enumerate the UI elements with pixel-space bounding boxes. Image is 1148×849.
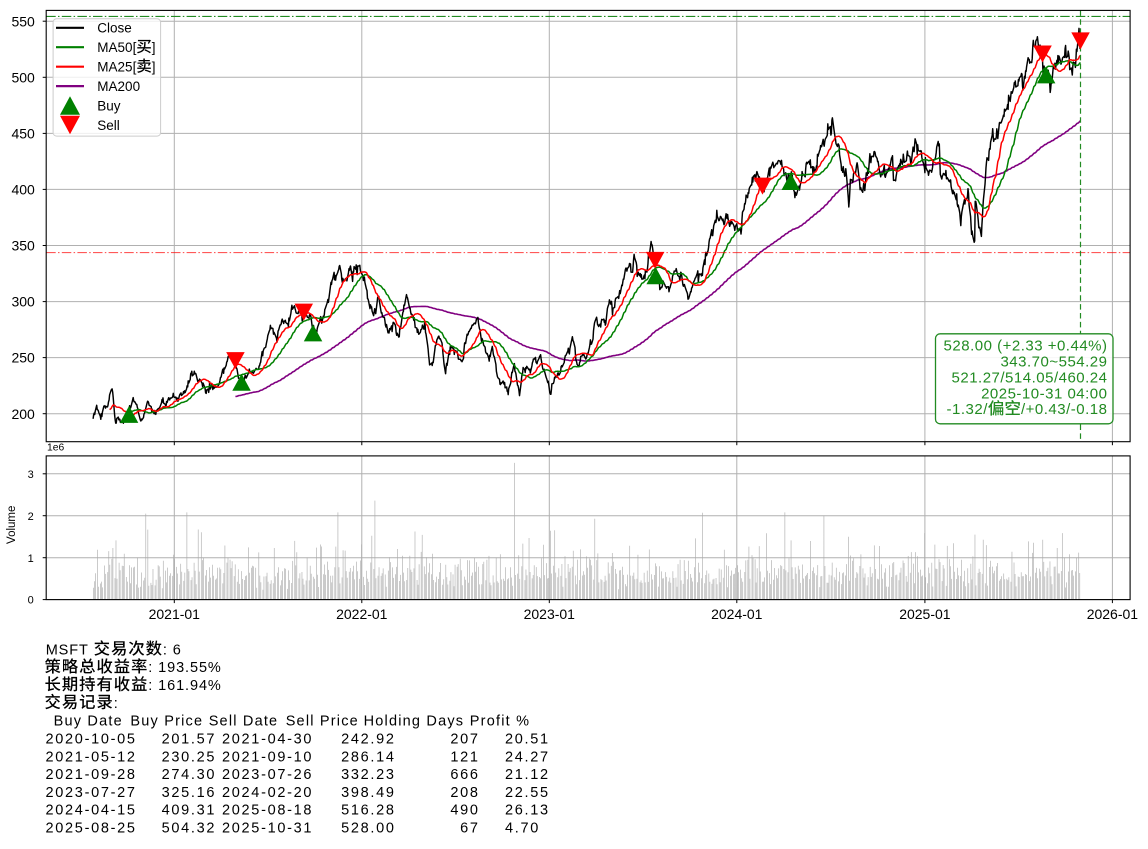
svg-text::: : xyxy=(114,696,119,712)
svg-text:0: 0 xyxy=(28,595,34,607)
svg-text:300: 300 xyxy=(11,294,35,310)
svg-text:398.49: 398.49 xyxy=(341,785,396,801)
svg-text:-1.32/: -1.32/ xyxy=(947,401,989,418)
svg-text:MA25[: MA25[ xyxy=(97,60,136,75)
svg-text:1: 1 xyxy=(28,553,34,565)
svg-text:Holding Days: Holding Days xyxy=(364,714,465,730)
svg-text:20.51: 20.51 xyxy=(505,732,550,748)
svg-text:343.70~554.29: 343.70~554.29 xyxy=(1000,354,1107,371)
svg-text:207: 207 xyxy=(450,732,479,748)
svg-text:409.31: 409.31 xyxy=(162,803,217,819)
svg-text:528.00: 528.00 xyxy=(341,821,396,837)
svg-text:]: ] xyxy=(152,40,156,55)
svg-text:2020-10-05: 2020-10-05 xyxy=(46,732,137,748)
svg-text:208: 208 xyxy=(450,785,479,801)
svg-text:666: 666 xyxy=(450,767,479,783)
svg-text:2023-07-26: 2023-07-26 xyxy=(222,767,313,783)
svg-text:2021-09-28: 2021-09-28 xyxy=(46,767,137,783)
svg-text:332.23: 332.23 xyxy=(341,767,396,783)
svg-text:242.92: 242.92 xyxy=(341,732,396,748)
svg-text:274.30: 274.30 xyxy=(162,767,217,783)
svg-text:/+0.43/-0.18: /+0.43/-0.18 xyxy=(1021,401,1107,418)
svg-text:504.32: 504.32 xyxy=(162,821,217,837)
svg-text:2023-07-27: 2023-07-27 xyxy=(46,785,137,801)
svg-text:67: 67 xyxy=(460,821,480,837)
svg-text:550: 550 xyxy=(11,13,35,29)
svg-text:2025-08-25: 2025-08-25 xyxy=(46,821,137,837)
svg-text:201.57: 201.57 xyxy=(162,732,217,748)
svg-text:2024-01: 2024-01 xyxy=(711,606,763,622)
svg-text:Sell Price: Sell Price xyxy=(286,714,359,730)
svg-text:2021-09-10: 2021-09-10 xyxy=(222,749,313,765)
svg-text:MSFT: MSFT xyxy=(46,642,89,658)
svg-text:Volume: Volume xyxy=(6,506,18,544)
svg-text:350: 350 xyxy=(11,238,35,254)
svg-text:2: 2 xyxy=(28,511,34,523)
svg-text:MA50[: MA50[ xyxy=(97,40,136,55)
svg-text:2022-01: 2022-01 xyxy=(336,606,388,622)
svg-text:4.70: 4.70 xyxy=(505,821,540,837)
svg-text:250: 250 xyxy=(11,350,35,366)
svg-text:Sell: Sell xyxy=(97,118,120,133)
svg-text:230.25: 230.25 xyxy=(162,749,217,765)
svg-text:2026-01: 2026-01 xyxy=(1087,606,1139,622)
svg-text:400: 400 xyxy=(11,182,35,198)
svg-text:]: ] xyxy=(152,60,156,75)
svg-text:2024-02-20: 2024-02-20 xyxy=(222,785,313,801)
svg-text:2025-08-18: 2025-08-18 xyxy=(222,803,313,819)
svg-text:516.28: 516.28 xyxy=(341,803,396,819)
svg-text:MA200: MA200 xyxy=(97,79,140,94)
svg-text:121: 121 xyxy=(450,749,479,765)
svg-text:22.55: 22.55 xyxy=(505,785,550,801)
svg-text:26.13: 26.13 xyxy=(505,803,550,819)
svg-text:1e6: 1e6 xyxy=(47,443,64,454)
svg-text:2021-01: 2021-01 xyxy=(149,606,201,622)
svg-text:3: 3 xyxy=(28,469,34,481)
svg-text:2021-05-12: 2021-05-12 xyxy=(46,749,137,765)
svg-text:2023-01: 2023-01 xyxy=(524,606,576,622)
svg-text:2024-04-15: 2024-04-15 xyxy=(46,803,137,819)
svg-text:2025-10-31 04:00: 2025-10-31 04:00 xyxy=(981,385,1107,402)
svg-text:500: 500 xyxy=(11,69,35,85)
svg-text:: 161.94%: : 161.94% xyxy=(148,678,221,694)
svg-text:490: 490 xyxy=(450,803,479,819)
svg-text:528.00 (+2.33 +0.44%): 528.00 (+2.33 +0.44%) xyxy=(944,338,1108,355)
svg-text:325.16: 325.16 xyxy=(162,785,217,801)
svg-text:286.14: 286.14 xyxy=(341,749,396,765)
svg-text:2025-10-31: 2025-10-31 xyxy=(222,821,313,837)
svg-text:2021-04-30: 2021-04-30 xyxy=(222,732,313,748)
svg-text:521.27/514.05/460.24: 521.27/514.05/460.24 xyxy=(952,369,1108,386)
svg-text:2025-01: 2025-01 xyxy=(899,606,951,622)
svg-text:450: 450 xyxy=(11,126,35,142)
svg-text:Buy: Buy xyxy=(97,98,121,113)
svg-text:Profit %: Profit % xyxy=(470,714,530,730)
svg-text:Close: Close xyxy=(97,21,132,36)
svg-text:: 193.55%: : 193.55% xyxy=(148,660,221,676)
svg-text:Buy Price: Buy Price xyxy=(130,714,203,730)
svg-text:Sell Date: Sell Date xyxy=(209,714,279,730)
svg-text:Buy Date: Buy Date xyxy=(54,714,123,730)
svg-text:21.12: 21.12 xyxy=(505,767,550,783)
svg-text:200: 200 xyxy=(11,406,35,422)
svg-text:: 6: : 6 xyxy=(163,642,182,658)
svg-text:24.27: 24.27 xyxy=(505,749,550,765)
